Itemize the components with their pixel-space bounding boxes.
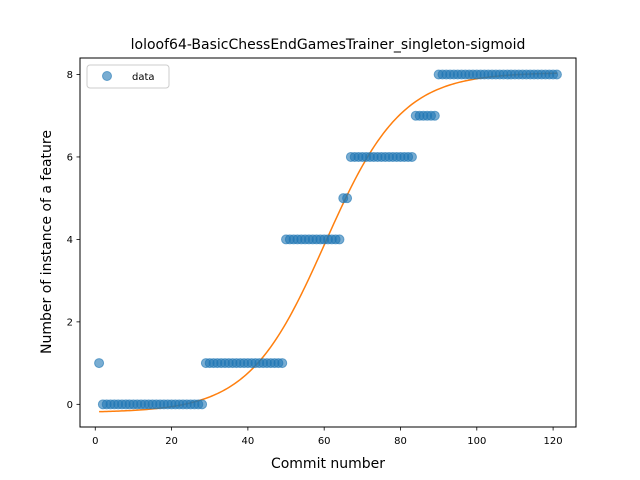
axes <box>79 57 577 428</box>
x-tick-label: 100 <box>467 436 486 447</box>
x-tick-label: 120 <box>544 436 563 447</box>
x-tick-label: 0 <box>92 436 98 447</box>
data-point <box>94 358 105 369</box>
y-tick-label: 2 <box>67 317 73 328</box>
y-tick-label: 0 <box>67 400 73 411</box>
data-points-layer <box>94 69 562 410</box>
legend-label-data: data <box>132 72 155 83</box>
data-point <box>197 399 208 410</box>
data-point <box>551 69 562 80</box>
legend: data <box>86 64 170 89</box>
data-point <box>429 110 440 121</box>
data-point <box>277 358 288 369</box>
plot-frame <box>79 57 577 428</box>
x-tick-label: 20 <box>165 436 178 447</box>
x-tick-label: 60 <box>318 436 331 447</box>
x-tick-label: 80 <box>394 436 407 447</box>
x-axis-ticks: 0 20 40 60 80 100 120 <box>92 427 563 447</box>
chart-title: loloof64-BasicChessEndGamesTrainer_singl… <box>131 37 526 53</box>
y-tick-label: 6 <box>67 152 73 163</box>
y-tick-label: 4 <box>67 235 73 246</box>
y-tick-label: 8 <box>67 70 73 81</box>
data-point <box>334 234 345 245</box>
y-axis-ticks: 0 2 4 6 8 <box>67 70 80 411</box>
y-axis-label: Number of instance of a feature <box>39 130 55 354</box>
data-point <box>406 151 417 162</box>
data-point <box>342 193 353 204</box>
legend-box <box>86 64 170 89</box>
x-axis-label: Commit number <box>271 456 385 472</box>
x-tick-label: 40 <box>242 436 255 447</box>
legend-marker-data <box>102 71 112 81</box>
